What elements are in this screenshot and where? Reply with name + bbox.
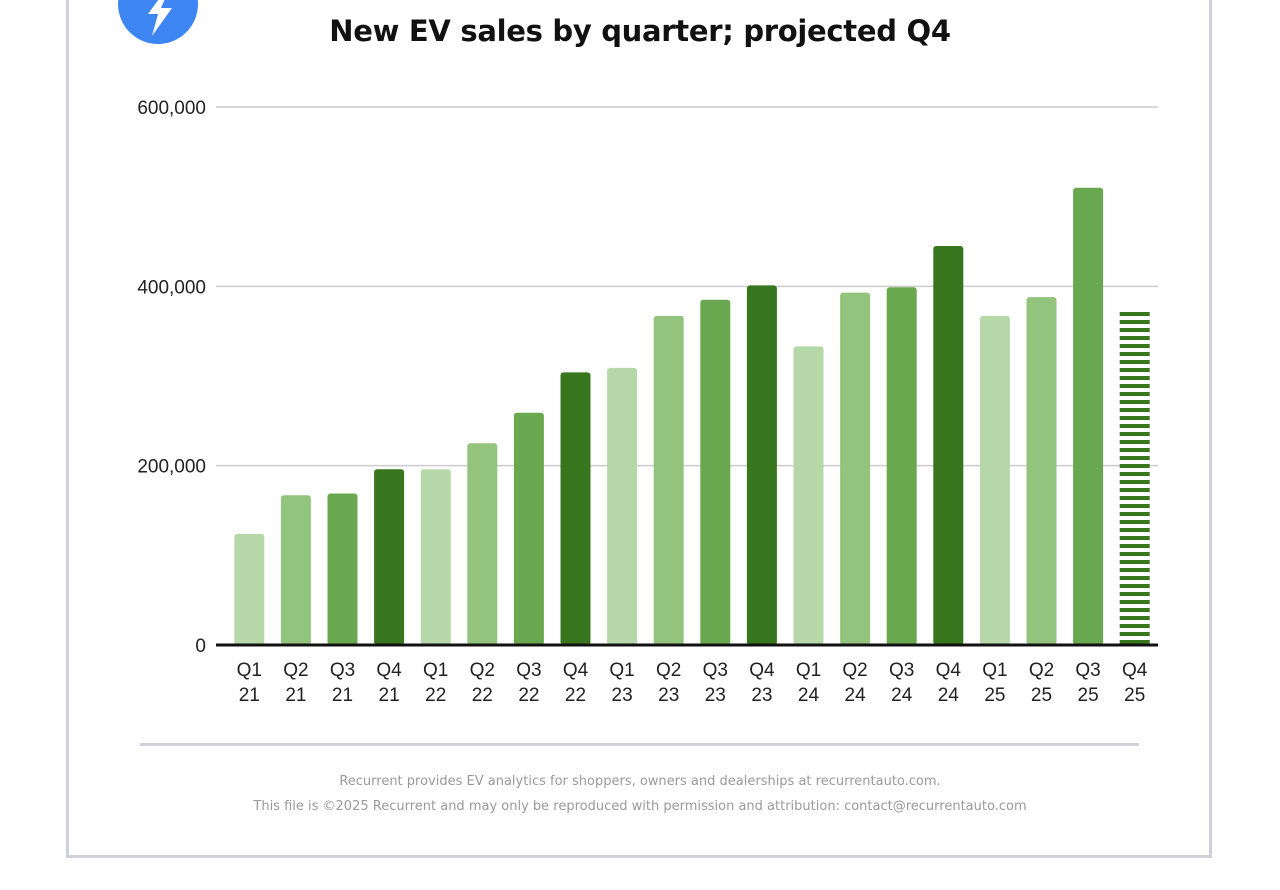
x-tick-label-quarter: Q2 [283, 660, 308, 681]
x-tick-label-quarter: Q3 [889, 660, 914, 681]
bar-projected [1119, 310, 1150, 645]
bar [420, 469, 451, 645]
x-tick-label-year: 25 [1124, 685, 1145, 706]
bar [1026, 297, 1057, 645]
x-tick-label-quarter: Q1 [609, 660, 634, 681]
x-tick-label-year: 25 [1031, 685, 1052, 706]
x-tick-label-quarter: Q3 [703, 660, 728, 681]
y-axis-ticks: 0 200,000 400,000 600,000 [137, 98, 206, 657]
x-tick-label-quarter: Q3 [1075, 660, 1100, 681]
x-tick-label-quarter: Q2 [1029, 660, 1054, 681]
x-tick-label-year: 24 [891, 685, 913, 706]
x-tick-label-quarter: Q1 [237, 660, 262, 681]
x-tick-label-year: 25 [1078, 685, 1099, 706]
x-tick-label-year: 21 [285, 685, 306, 706]
footer-line-1: Recurrent provides EV analytics for shop… [339, 774, 941, 789]
x-tick-label-quarter: Q4 [749, 660, 775, 681]
bar [560, 372, 591, 645]
bar [886, 287, 917, 645]
x-tick-label-year: 23 [705, 685, 726, 706]
y-tick-label: 200,000 [137, 457, 206, 478]
bar [933, 245, 964, 645]
bars [234, 187, 1150, 645]
chart-frame [66, 0, 1212, 858]
y-tick-label: 400,000 [137, 277, 206, 298]
bar [607, 367, 638, 645]
x-tick-label-quarter: Q3 [516, 660, 541, 681]
x-tick-label-quarter: Q3 [330, 660, 355, 681]
x-tick-label-quarter: Q1 [423, 660, 448, 681]
x-tick-label-year: 21 [379, 685, 400, 706]
x-tick-label-year: 24 [798, 685, 820, 706]
bar [979, 315, 1010, 645]
y-tick-label: 0 [195, 636, 206, 657]
x-tick-label-year: 22 [425, 685, 446, 706]
x-tick-label-year: 23 [658, 685, 679, 706]
x-tick-label-quarter: Q2 [656, 660, 681, 681]
bar [374, 469, 405, 645]
bar [234, 533, 265, 645]
x-tick-label-quarter: Q1 [982, 660, 1007, 681]
bar [280, 495, 311, 645]
y-tick-label: 600,000 [137, 98, 206, 119]
bar [700, 299, 731, 645]
x-tick-label-year: 22 [472, 685, 493, 706]
bar [1073, 187, 1104, 645]
x-tick-label-year: 23 [612, 685, 633, 706]
x-tick-label-year: 25 [984, 685, 1005, 706]
x-tick-label-year: 24 [938, 685, 960, 706]
recurrent-logo [118, 0, 198, 44]
x-tick-label-year: 24 [845, 685, 867, 706]
x-tick-label-quarter: Q4 [936, 660, 962, 681]
gridlines [216, 106, 1158, 467]
x-tick-label-quarter: Q2 [470, 660, 495, 681]
x-tick-label-quarter: Q4 [376, 660, 402, 681]
footer-line-2: This file is ©2025 Recurrent and may onl… [253, 799, 1027, 814]
bar [840, 292, 871, 645]
bar [513, 412, 544, 645]
x-tick-label-quarter: Q2 [842, 660, 867, 681]
x-axis-ticks: Q1 21 Q2 21 Q3 21 Q4 21 Q1 22 Q2 22 Q3 22 Q4 22 Q1 23 Q2 23… [237, 660, 1148, 706]
x-tick-label-year: 21 [239, 685, 260, 706]
bar [746, 285, 777, 645]
lightning-bolt-icon [148, 0, 172, 36]
chart-title: New EV sales by quarter; projected Q4 [329, 14, 951, 48]
bar [793, 346, 824, 645]
x-tick-label-quarter: Q1 [796, 660, 821, 681]
bar [653, 315, 684, 645]
x-tick-label-year: 22 [565, 685, 586, 706]
bar [467, 443, 498, 645]
x-tick-label-quarter: Q4 [563, 660, 589, 681]
bar [327, 493, 358, 645]
x-tick-label-year: 23 [751, 685, 772, 706]
footer-divider [140, 743, 1139, 746]
x-tick-label-year: 21 [332, 685, 353, 706]
x-tick-label-year: 22 [518, 685, 539, 706]
x-tick-label-quarter: Q4 [1122, 660, 1148, 681]
